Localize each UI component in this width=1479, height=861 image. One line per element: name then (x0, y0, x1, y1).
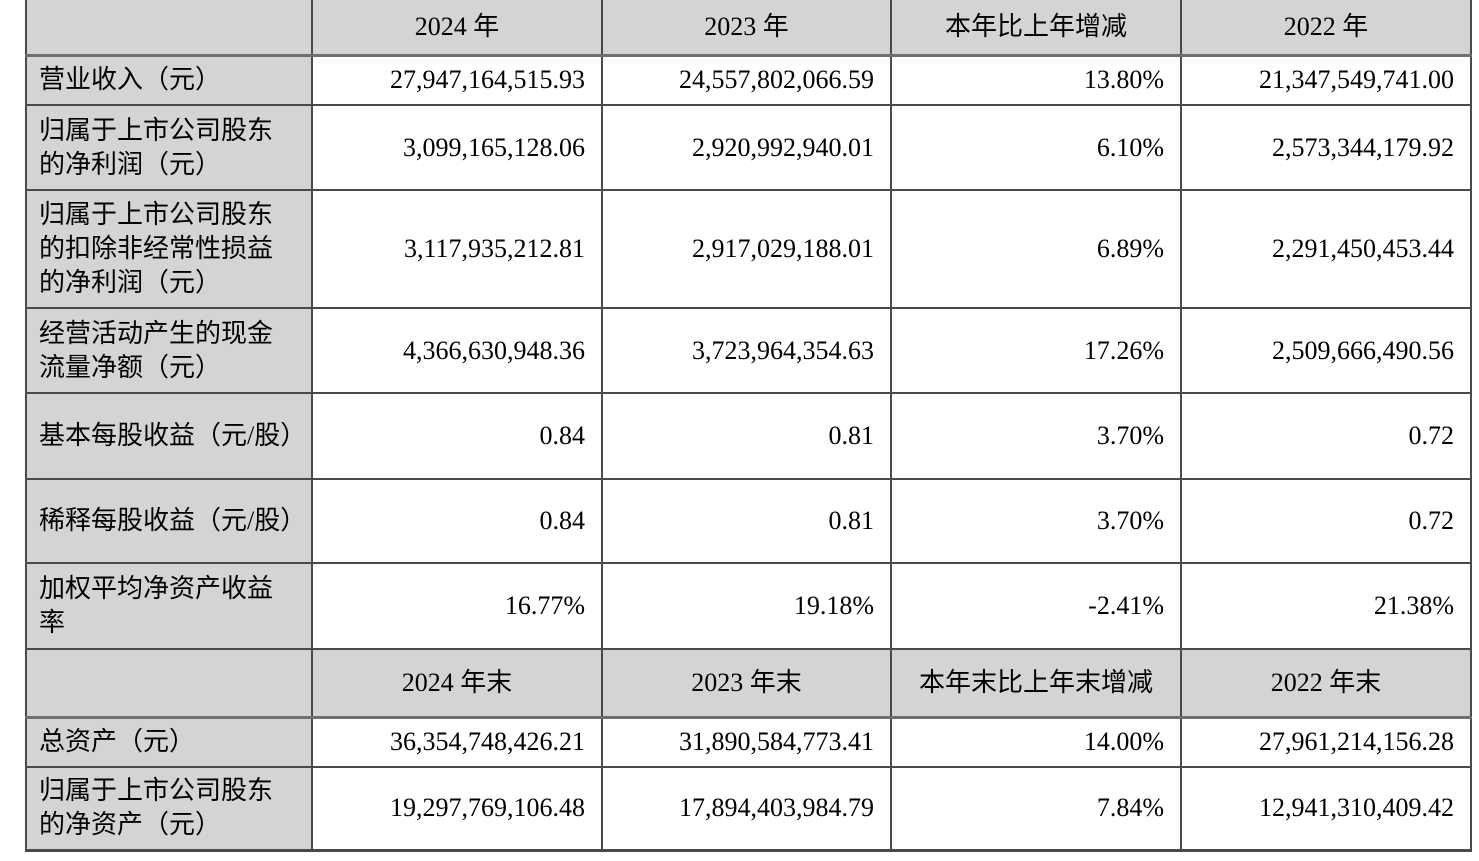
value-cell-2022: 21.38% (1180, 562, 1472, 650)
value-cell-2022: 12,941,310,409.42 (1180, 766, 1472, 852)
value-cell-change: 3.70% (890, 478, 1182, 564)
value-cell-2024: 16.77% (311, 562, 603, 650)
value-cell-2022: 2,573,344,179.92 (1180, 104, 1472, 191)
row-label: 归属于上市公司股东的净资产（元） (25, 766, 313, 852)
header-cell-blank (25, 648, 313, 719)
header-cell-2023: 2023 年 (601, 0, 892, 57)
value-cell-2024: 0.84 (311, 478, 603, 564)
row-label: 总资产（元） (25, 716, 313, 768)
value-cell-change: 17.26% (890, 307, 1182, 394)
value-cell-2023: 2,917,029,188.01 (601, 189, 892, 309)
table-row-net-profit: 归属于上市公司股东的净利润（元） 3,099,165,128.06 2,920,… (25, 104, 1472, 191)
value-cell-2024: 27,947,164,515.93 (311, 54, 603, 106)
row-label: 归属于上市公司股东的扣除非经常性损益的净利润（元） (25, 189, 313, 309)
value-cell-2022: 21,347,549,741.00 (1180, 54, 1472, 106)
value-cell-2023: 31,890,584,773.41 (601, 716, 892, 768)
table-row-weighted-avg-roe: 加权平均净资产收益率 16.77% 19.18% -2.41% 21.38% (25, 562, 1472, 650)
value-cell-change: -2.41% (890, 562, 1182, 650)
value-cell-2024: 36,354,748,426.21 (311, 716, 603, 768)
value-cell-2022: 0.72 (1180, 392, 1472, 480)
value-cell-2023: 17,894,403,984.79 (601, 766, 892, 852)
header-cell-yearend-change: 本年末比上年末增减 (890, 648, 1182, 719)
header-cell-blank (25, 0, 313, 57)
header-cell-2023-end: 2023 年末 (601, 648, 892, 719)
header-cell-2022-end: 2022 年末 (1180, 648, 1472, 719)
value-cell-2023: 2,920,992,940.01 (601, 104, 892, 191)
value-cell-change: 13.80% (890, 54, 1182, 106)
value-cell-2024: 3,117,935,212.81 (311, 189, 603, 309)
value-cell-2024: 3,099,165,128.06 (311, 104, 603, 191)
value-cell-2022: 0.72 (1180, 478, 1472, 564)
row-label: 归属于上市公司股东的净利润（元） (25, 104, 313, 191)
value-cell-change: 3.70% (890, 392, 1182, 480)
row-label: 加权平均净资产收益率 (25, 562, 313, 650)
row-label: 基本每股收益（元/股） (25, 392, 313, 480)
yearend-header-row: 2024 年末 2023 年末 本年末比上年末增减 2022 年末 (25, 648, 1472, 719)
value-cell-change: 6.10% (890, 104, 1182, 191)
header-cell-2024-end: 2024 年末 (311, 648, 603, 719)
table-row-net-assets: 归属于上市公司股东的净资产（元） 19,297,769,106.48 17,89… (25, 766, 1472, 852)
key-financials-table: 2024 年 2023 年 本年比上年增减 2022 年 营业收入（元） 27,… (25, 0, 1472, 852)
header-cell-2024: 2024 年 (311, 0, 603, 57)
row-label: 经营活动产生的现金流量净额（元） (25, 307, 313, 394)
header-cell-yoy-change: 本年比上年增减 (890, 0, 1182, 57)
value-cell-2023: 0.81 (601, 392, 892, 480)
value-cell-2023: 3,723,964,354.63 (601, 307, 892, 394)
table-row-operating-revenue: 营业收入（元） 27,947,164,515.93 24,557,802,066… (25, 54, 1472, 106)
value-cell-2022: 27,961,214,156.28 (1180, 716, 1472, 768)
value-cell-2024: 0.84 (311, 392, 603, 480)
annual-header-row: 2024 年 2023 年 本年比上年增减 2022 年 (25, 0, 1472, 57)
table-row-diluted-eps: 稀释每股收益（元/股） 0.84 0.81 3.70% 0.72 (25, 478, 1472, 564)
value-cell-change: 14.00% (890, 716, 1182, 768)
table-row-total-assets: 总资产（元） 36,354,748,426.21 31,890,584,773.… (25, 716, 1472, 768)
value-cell-change: 7.84% (890, 766, 1182, 852)
value-cell-2023: 19.18% (601, 562, 892, 650)
header-cell-2022: 2022 年 (1180, 0, 1472, 57)
value-cell-2022: 2,509,666,490.56 (1180, 307, 1472, 394)
value-cell-2023: 0.81 (601, 478, 892, 564)
row-label: 营业收入（元） (25, 54, 313, 106)
table-row-basic-eps: 基本每股收益（元/股） 0.84 0.81 3.70% 0.72 (25, 392, 1472, 480)
value-cell-2022: 2,291,450,453.44 (1180, 189, 1472, 309)
row-label: 稀释每股收益（元/股） (25, 478, 313, 564)
value-cell-2023: 24,557,802,066.59 (601, 54, 892, 106)
table-row-operating-cash-flow: 经营活动产生的现金流量净额（元） 4,366,630,948.36 3,723,… (25, 307, 1472, 394)
value-cell-2024: 4,366,630,948.36 (311, 307, 603, 394)
value-cell-2024: 19,297,769,106.48 (311, 766, 603, 852)
table-row-net-profit-excl-nonrecurring: 归属于上市公司股东的扣除非经常性损益的净利润（元） 3,117,935,212.… (25, 189, 1472, 309)
value-cell-change: 6.89% (890, 189, 1182, 309)
